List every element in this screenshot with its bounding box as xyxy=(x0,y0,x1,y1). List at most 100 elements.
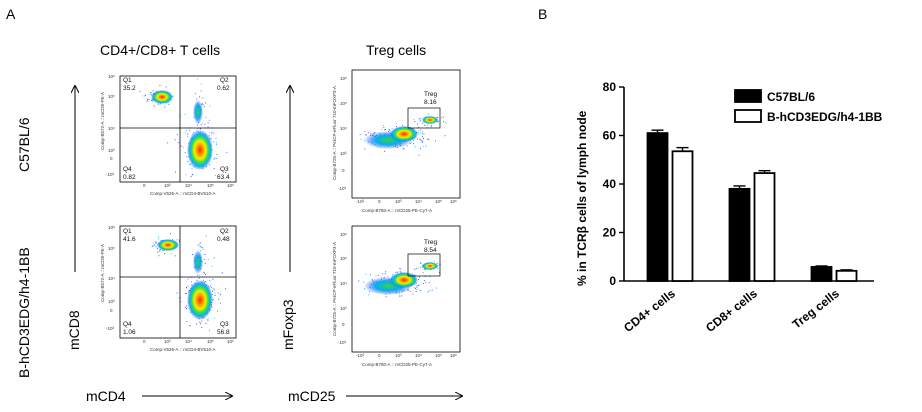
x-axis-label-mcd25: mCD25 xyxy=(288,388,336,404)
legend-swatch-0 xyxy=(734,89,762,103)
bar-cd4-cells-0 xyxy=(646,132,669,282)
svg-text:0: 0 xyxy=(110,308,113,313)
svg-text:0: 0 xyxy=(342,168,345,173)
svg-text:10⁴: 10⁴ xyxy=(340,281,347,286)
svg-text:10⁴: 10⁴ xyxy=(185,183,192,188)
svg-text:10⁴: 10⁴ xyxy=(415,199,422,204)
treg-gate-value: 8.16 xyxy=(424,99,437,106)
panel-a-letter: A xyxy=(6,6,16,22)
treg-gate-label: Treg xyxy=(424,91,438,98)
bar-cd8-cells-0 xyxy=(728,187,751,282)
svg-text:Q1: Q1 xyxy=(123,228,132,235)
svg-text:10³: 10³ xyxy=(340,151,347,156)
svg-text:-10³: -10³ xyxy=(338,186,347,191)
svg-text:1.06: 1.06 xyxy=(123,329,136,336)
svg-text:0: 0 xyxy=(378,353,381,358)
treg-y-param: Comp-B725-A :: PerCP-eFluor 710-mFOXP3-A xyxy=(332,86,337,180)
tcell-x-param: Comp-V525-A :: mCD4-BV510-A xyxy=(150,191,216,196)
svg-text:10³: 10³ xyxy=(340,306,347,311)
q4-label: Q4 xyxy=(123,166,132,173)
svg-text:0: 0 xyxy=(378,199,381,204)
category-label: Treg cells xyxy=(790,286,843,331)
category-label: CD4+ cells xyxy=(621,286,678,335)
bar-cd4-cells-1 xyxy=(671,150,694,282)
svg-text:Q2: Q2 xyxy=(220,228,229,235)
q3-value: 63.4 xyxy=(217,174,230,181)
y-tick-label: 60 xyxy=(603,129,617,143)
svg-text:-10³: -10³ xyxy=(356,199,365,204)
svg-text:-10³: -10³ xyxy=(106,326,115,331)
svg-text:10⁶: 10⁶ xyxy=(450,199,457,204)
svg-text:Treg: Treg xyxy=(424,239,438,246)
svg-text:Comp-V525-A :: mCD4-BV510-A: Comp-V525-A :: mCD4-BV510-A xyxy=(150,347,216,352)
q4-value: 0.82 xyxy=(123,174,136,181)
tcells-heading: CD4+/CD8+ T cells xyxy=(100,42,221,58)
svg-text:10³: 10³ xyxy=(164,183,171,188)
svg-text:10⁵: 10⁵ xyxy=(435,199,442,204)
svg-text:10⁵: 10⁵ xyxy=(108,246,115,251)
treg-plot-c57bl6: Treg 8.16 10⁶ 10⁵ 10⁴ 10³ 0 -10³ -10³ 0 … xyxy=(332,69,461,213)
q3-label: Q3 xyxy=(220,166,229,173)
svg-text:41.6: 41.6 xyxy=(123,236,136,243)
svg-text:-10³: -10³ xyxy=(356,353,365,358)
q1-value: 35.2 xyxy=(123,85,136,92)
tcell-plot-c57bl6: Q1 35.2 Q2 0.62 Q4 0.82 Q3 63.4 10⁶ 10⁵ … xyxy=(100,74,237,196)
svg-text:10⁴: 10⁴ xyxy=(108,276,115,281)
svg-text:10⁵: 10⁵ xyxy=(435,353,442,358)
y-tick-label: 20 xyxy=(603,226,617,240)
svg-text:10³: 10³ xyxy=(108,148,115,153)
panel-b-letter: B xyxy=(538,6,548,22)
svg-text:-10³: -10³ xyxy=(106,172,115,177)
svg-text:10⁵: 10⁵ xyxy=(207,339,214,344)
tcell-plot-humanized: Q1 41.6 Q2 0.48 Q4 1.06 Q3 56.8 10⁶ 10⁵ … xyxy=(100,225,237,352)
svg-text:10⁵: 10⁵ xyxy=(108,94,115,99)
svg-text:10⁶: 10⁶ xyxy=(227,339,234,344)
svg-text:10⁶: 10⁶ xyxy=(108,74,115,79)
svg-text:0: 0 xyxy=(110,156,113,161)
svg-text:10⁶: 10⁶ xyxy=(450,353,457,358)
svg-text:10⁴: 10⁴ xyxy=(415,353,422,358)
svg-text:0: 0 xyxy=(143,183,146,188)
svg-text:10⁵: 10⁵ xyxy=(207,183,214,188)
x-axis-label-mcd4: mCD4 xyxy=(86,388,126,404)
svg-text:10⁶: 10⁶ xyxy=(340,232,347,237)
legend-label-0: C57BL/6 xyxy=(767,90,815,104)
bar-treg-cells-1 xyxy=(835,269,858,282)
svg-text:Comp-B572-A :: mCD8-PE-A: Comp-B572-A :: mCD8-PE-A xyxy=(100,244,105,302)
bar-chart-ylabel: % in TCRβ cells of lymph node xyxy=(575,110,589,286)
q1-label: Q1 xyxy=(123,77,132,84)
svg-text:Q4: Q4 xyxy=(123,321,132,328)
treg-plot-humanized: Treg 8.54 10⁶ 10⁵ 10⁴ 10³ 0 -10³ -10³ 0 … xyxy=(332,225,461,367)
y-tick-label: 40 xyxy=(603,177,617,191)
tcell-y-param: Comp-B572-A :: mCD8-PE-A xyxy=(100,92,105,150)
svg-text:10⁶: 10⁶ xyxy=(227,183,234,188)
svg-text:56.8: 56.8 xyxy=(217,329,230,336)
svg-text:10⁴: 10⁴ xyxy=(340,126,347,131)
svg-text:-10³: -10³ xyxy=(338,340,347,345)
svg-text:0.48: 0.48 xyxy=(217,236,230,243)
legend-label-1: B-hCD3EDG/h4-1BB xyxy=(767,110,883,124)
q2-value: 0.62 xyxy=(217,85,230,92)
svg-text:0: 0 xyxy=(342,322,345,327)
treg-x-param: Comp-B780-A :: mCD25-PE-Cy7-A xyxy=(362,208,432,213)
svg-text:10⁴: 10⁴ xyxy=(108,126,115,131)
svg-text:10³: 10³ xyxy=(395,353,402,358)
svg-text:10⁶: 10⁶ xyxy=(340,76,347,81)
svg-text:10³: 10³ xyxy=(395,199,402,204)
bars-layer: 0 20 40 60 80 CD4+ cells CD8+ cells Treg cells C… xyxy=(603,80,883,335)
bar-cd8-cells-1 xyxy=(753,172,776,282)
q2-label: Q2 xyxy=(220,77,229,84)
svg-text:Comp-B780-A :: mCD25-PE-Cy7-A: Comp-B780-A :: mCD25-PE-Cy7-A xyxy=(362,362,432,367)
svg-text:8.54: 8.54 xyxy=(424,247,437,254)
svg-text:10³: 10³ xyxy=(108,299,115,304)
svg-text:10⁶: 10⁶ xyxy=(108,225,115,230)
category-label: CD8+ cells xyxy=(703,286,760,335)
y-tick-label: 0 xyxy=(609,274,616,288)
svg-text:10⁵: 10⁵ xyxy=(340,101,347,106)
legend-swatch-1 xyxy=(734,109,762,123)
svg-text:Comp-B725-A :: PerCP-eFluor 71: Comp-B725-A :: PerCP-eFluor 710-mFOXP3-A xyxy=(332,242,337,336)
svg-text:0: 0 xyxy=(143,339,146,344)
